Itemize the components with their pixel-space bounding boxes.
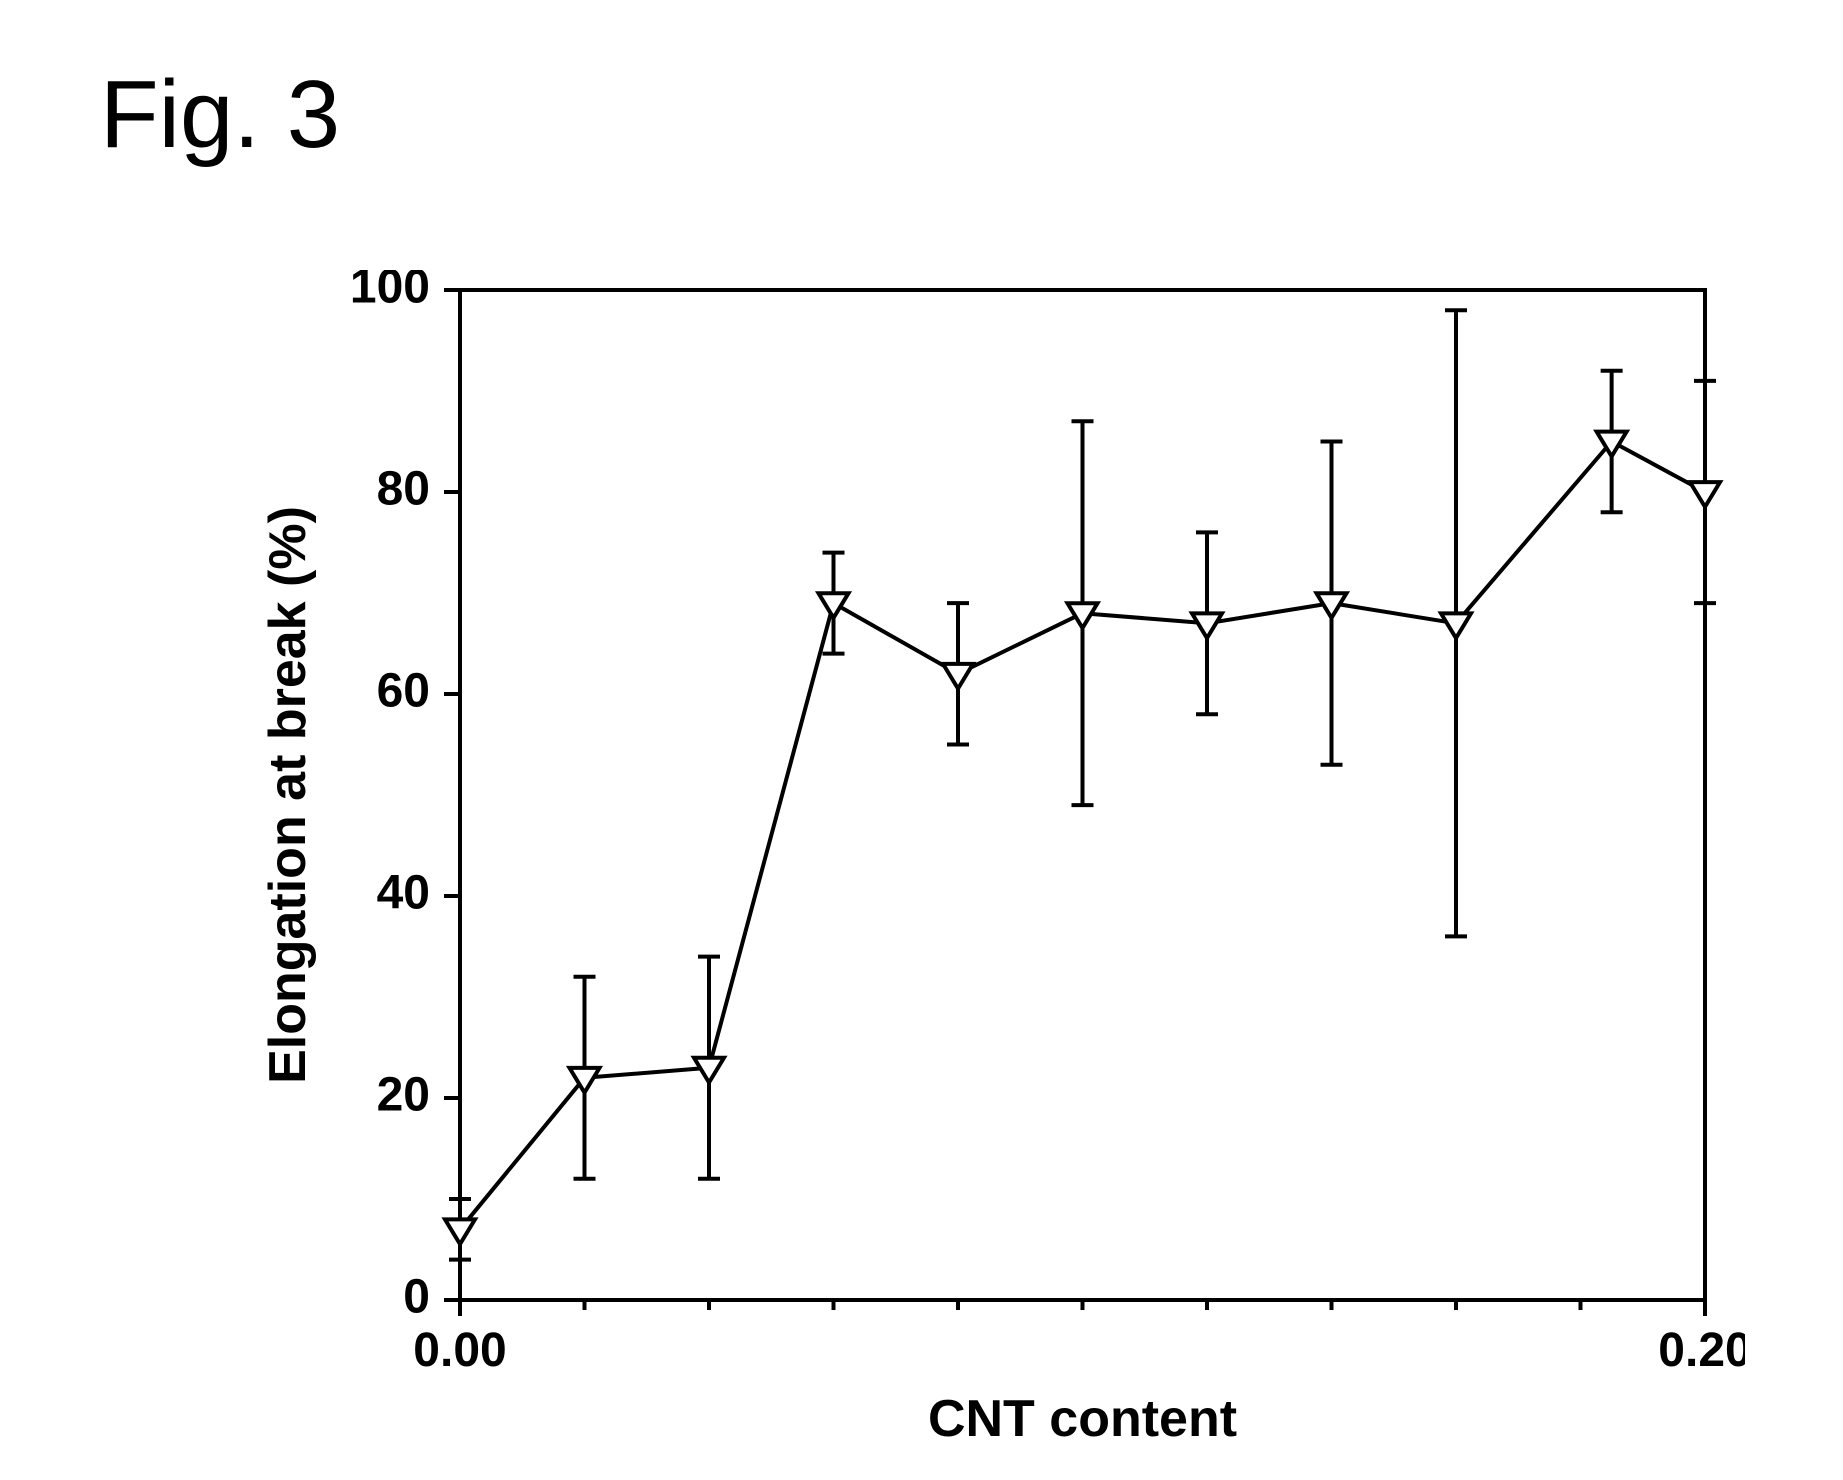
x-tick-label: 0.00 — [413, 1324, 506, 1377]
figure-label: Fig. 3 — [100, 60, 340, 170]
y-axis-label: Elongation at break (%) — [260, 506, 317, 1084]
x-tick-label: 0.20 — [1658, 1324, 1745, 1377]
y-tick-label: 20 — [377, 1069, 430, 1122]
y-tick-label: 80 — [377, 463, 430, 516]
x-axis-label: CNT content — [928, 1390, 1237, 1448]
y-tick-label: 0 — [403, 1271, 430, 1324]
y-tick-label: 40 — [377, 867, 430, 920]
chart-container: 0 20 40 60 80 100 0.00 0.20 CNT content Elongatio… — [260, 270, 1745, 1480]
elongation-chart: 0 20 40 60 80 100 0.00 0.20 CNT content Elongatio… — [260, 270, 1745, 1480]
y-tick-label: 60 — [377, 665, 430, 718]
y-tick-label: 100 — [350, 270, 430, 314]
